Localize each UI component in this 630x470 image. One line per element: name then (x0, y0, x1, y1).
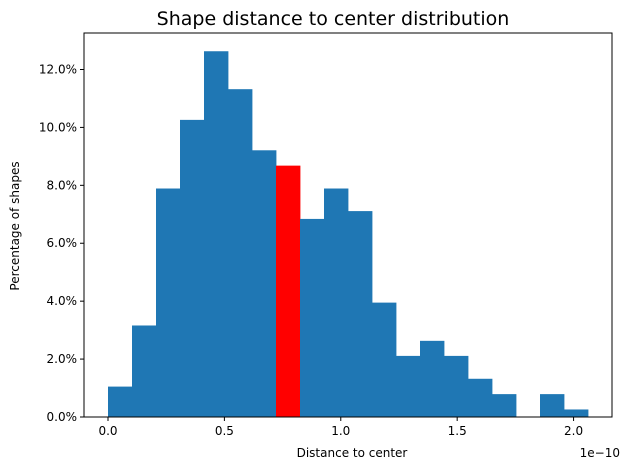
y-tick-label: 12.0% (39, 62, 77, 76)
histogram-bar (132, 325, 157, 417)
axes-group (83, 32, 613, 418)
y-tick-label: 4.0% (47, 294, 78, 308)
x-axis-offset-label: 1e−10 (580, 446, 620, 460)
histogram-bar (180, 119, 205, 417)
histogram-bar (156, 188, 181, 417)
histogram-bar (252, 150, 277, 417)
x-axis-label: Distance to center (297, 446, 408, 460)
plot-frame (83, 32, 613, 418)
histogram-bar (396, 355, 421, 417)
x-tick-label: 1.0 (331, 424, 350, 438)
histogram-bar (300, 218, 325, 417)
histogram-bar (444, 355, 469, 417)
chart-title: Shape distance to center distribution (157, 8, 510, 30)
x-ticks-group: 0.0 0.5 1.0 1.5 2.0 (98, 417, 583, 438)
histogram-bar (420, 340, 445, 417)
histogram-bar (468, 378, 493, 417)
histogram-bar (324, 188, 349, 417)
histogram-bar (372, 302, 397, 417)
histogram-bar (108, 386, 133, 417)
y-tick-label: 10.0% (39, 120, 77, 134)
histogram-bar (228, 89, 253, 417)
histogram-bar (348, 211, 373, 417)
x-tick-label: 0.5 (215, 424, 234, 438)
histogram-bar (492, 394, 517, 417)
y-axis-label: Percentage of shapes (8, 161, 22, 290)
y-tick-label: 0.0% (47, 410, 78, 424)
x-tick-label: 1.5 (448, 424, 467, 438)
bars-group (108, 51, 589, 417)
y-tick-label: 8.0% (47, 178, 78, 192)
histogram-bar (204, 51, 229, 417)
histogram-bar (564, 409, 589, 417)
x-tick-label: 2.0 (564, 424, 583, 438)
y-tick-label: 6.0% (47, 236, 78, 250)
y-tick-label: 2.0% (47, 352, 78, 366)
histogram-bar-highlighted (276, 165, 301, 417)
x-tick-label: 0.0 (98, 424, 117, 438)
histogram-bar (540, 394, 565, 417)
y-ticks-group: 0.0% 2.0% 4.0% 6.0% 8.0% 10.0% 12.0% (39, 62, 84, 424)
